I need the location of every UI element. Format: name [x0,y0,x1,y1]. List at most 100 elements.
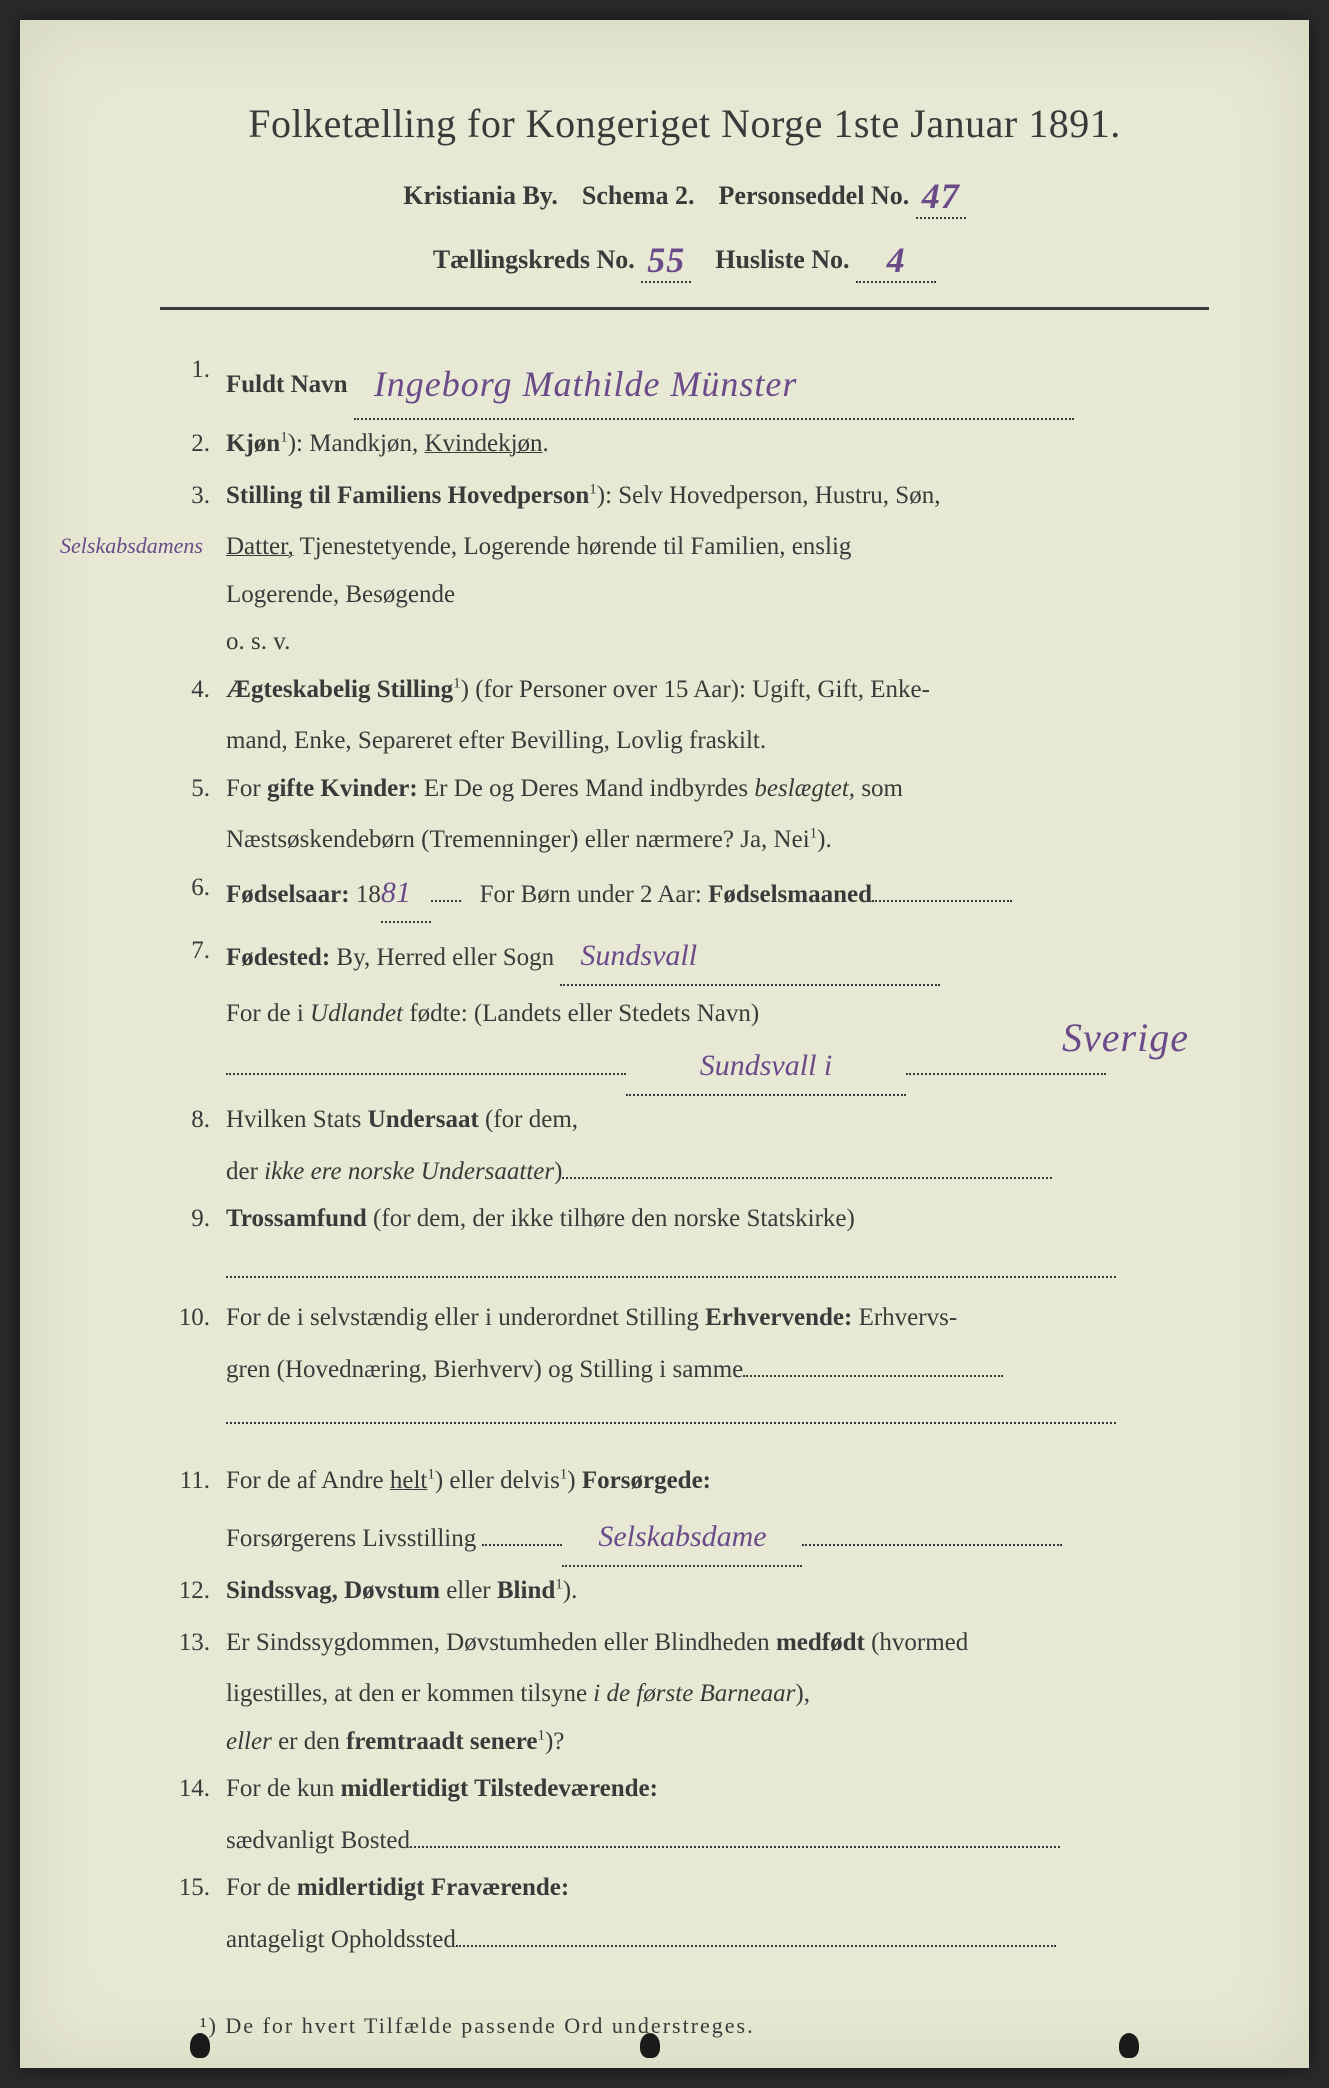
num-5: 5. [170,765,226,813]
census-form-page: Folketælling for Kongeriget Norge 1ste J… [20,20,1309,2068]
item-11-cont: Forsørgerens Livsstilling Selskabsdame [170,1508,1209,1567]
q11-dots-before [482,1544,562,1546]
q13-text5: er den [272,1728,346,1755]
q6-text2: For Børn under 2 Aar: [480,881,708,908]
item-15: 15. For de midlertidigt Fraværende: [170,1864,1209,1912]
form-header: Folketælling for Kongeriget Norge 1ste J… [160,100,1209,310]
q10-text2: Erhvervs- [852,1304,957,1331]
tear-mark-1 [190,2033,210,2058]
q15-blank [456,1945,1056,1947]
q7-label: Fødested: [226,944,330,971]
husliste-label: Husliste No. [715,245,849,274]
item-8-cont: der ikke ere norske Undersaatter) [170,1148,1209,1196]
tear-mark-2 [640,2033,660,2058]
tear-mark-3 [1119,2033,1139,2058]
num-14: 14. [170,1765,226,1813]
q7-text3: fødte: (Landets eller Stedets Navn) [403,1000,759,1027]
q1-value: Ingeborg Mathilde Münster [354,350,1074,420]
num-13: 13. [170,1619,226,1667]
q8-text4: ) [554,1158,562,1185]
item-7-cont2: Sundsvall i [170,1037,1209,1096]
q6-dots [431,900,461,902]
q4-sup: 1 [453,676,461,692]
num-9: 9. [170,1195,226,1243]
item-3-cont2: Logerende, Besøgende [170,571,1209,619]
q4-text2: mand, Enke, Separeret efter Bevilling, L… [226,727,766,754]
item-13-cont1: ligestilles, at den er kommen tilsyne i … [170,1670,1209,1718]
q8-text1: Hvilken Stats [226,1106,368,1133]
item-13: 13. Er Sindssygdommen, Døvstumheden elle… [170,1619,1209,1667]
q11-text1: For de af Andre [226,1467,390,1494]
q8-bold: Undersaat [368,1106,479,1133]
q12-sup: 1 [555,1577,563,1593]
content-7: Fødested: By, Herred eller Sogn Sundsval… [226,927,1209,986]
q11-bold: Forsørgede: [582,1467,711,1494]
item-10-cont2 [170,1393,1209,1441]
num-10: 10. [170,1294,226,1342]
q10-text1: For de i selvstændig eller i underordnet… [226,1304,705,1331]
q10-blank2 [226,1422,1116,1424]
item-10: 10. For de i selvstændig eller i underor… [170,1294,1209,1342]
q7-text1: By, Herred eller Sogn [330,944,554,971]
q3-label: Stilling til Familiens Hovedperson [226,482,589,509]
item-4: 4. Ægteskabelig Stilling1) (for Personer… [170,666,1209,714]
q7-value2: Sundsvall i [626,1037,906,1096]
schema-label: Schema 2. [582,181,695,211]
item-13-cont2: eller er den fremtraadt senere1)? [170,1718,1209,1766]
num-3: 3. [170,472,226,520]
content-9: Trossamfund (for dem, der ikke tilhøre d… [226,1195,1209,1243]
q8-text2: (for dem, [479,1106,578,1133]
q5-text3: som [855,775,903,802]
content-3: Stilling til Familiens Hovedperson1): Se… [226,472,1209,520]
content-2: Kjøn1): Mandkjøn, Kvindekjøn. [226,420,1209,468]
q3-text3: Logerende, Besøgende [226,581,455,608]
q9-text: (for dem, der ikke tilhøre den norske St… [367,1205,855,1232]
q13-text4: ), [795,1680,810,1707]
content-1: Fuldt Navn Ingeborg Mathilde Münster [226,346,1209,416]
q4-label: Ægteskabelig Stilling [226,676,453,703]
content-6: Fødselsaar: 1881 For Børn under 2 Aar: F… [226,864,1209,923]
q8-text3: der [226,1158,264,1185]
item-7-cont1: For de i Udlandet fødte: (Landets eller … [170,990,1209,1038]
q3-selected: Datter, [226,533,294,560]
q2-options: : Mandkjøn, [296,430,424,457]
q13-text6: )? [545,1728,564,1755]
q5-bold: gifte Kvinder: [267,775,418,802]
subtitle-row-1: Kristiania By. Schema 2. Personseddel No… [160,171,1209,215]
q5-italic: beslægtet, [754,775,855,802]
q15-text2: antageligt Opholdssted [226,1926,456,1953]
q6-label: Fødselsaar: [226,881,350,908]
q11-value: Selskabsdame [562,1508,802,1567]
header-rule [160,307,1209,310]
content-12: Sindssvag, Døvstum eller Blind1). [226,1567,1209,1615]
footnote: ¹) De for hvert Tilfælde passende Ord un… [160,2013,1209,2039]
item-5-cont: Næstsøskendebørn (Tremenninger) eller næ… [170,816,1209,864]
q14-text1: For de kun [226,1775,341,1802]
taellingskreds-label: Tællingskreds No. [433,245,635,274]
q3-margin-note: Selskabsdamens [60,525,203,567]
q10-text3: gren (Hovednæring, Bierhverv) og Stillin… [226,1356,743,1383]
num-15: 15. [170,1864,226,1912]
personseddel-group: Personseddel No. 47 [719,171,966,215]
q10-blank1 [743,1375,1003,1377]
item-7: 7. Fødested: By, Herred eller Sogn Sunds… [170,927,1209,986]
num-12: 12. [170,1567,226,1615]
q1-label: Fuldt Navn [226,371,348,398]
q11-text2: ) eller delvis [435,1467,560,1494]
q7-value1: Sundsvall [560,927,940,986]
q13-italic1: i de første Barneaar [593,1680,795,1707]
q13-text2: (hvormed [865,1629,968,1656]
content-10: For de i selvstændig eller i underordnet… [226,1294,1209,1342]
q5-text2: Er De og Deres Mand indbyrdes [418,775,755,802]
q15-text1: For de [226,1874,297,1901]
q4-text1: ) (for Personer over 15 Aar): Ugift, Gif… [461,676,930,703]
q3-text1: : Selv Hovedperson, Hustru, Søn, [605,482,940,509]
q15-bold: midlertidigt Fraværende: [297,1874,569,1901]
q14-blank [410,1846,1060,1848]
item-3: 3. Stilling til Familiens Hovedperson1):… [170,472,1209,520]
item-9-cont [170,1247,1209,1295]
q12-bold: Sindssvag, Døvstum [226,1577,440,1604]
q12-bold2: Blind [497,1577,555,1604]
q2-sup: 1 [280,430,288,446]
num-8: 8. [170,1096,226,1144]
